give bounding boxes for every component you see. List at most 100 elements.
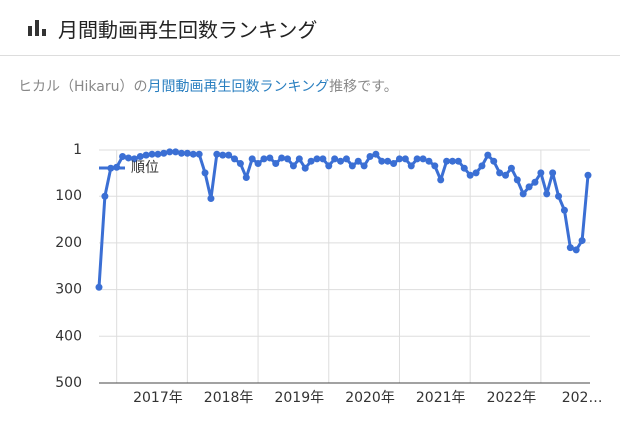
subtitle: ヒカル（Hikaru）の月間動画再生回数ランキング推移です。 bbox=[18, 76, 398, 96]
y-tick-label: 500 bbox=[55, 375, 82, 391]
legend-label: 順位 bbox=[131, 160, 159, 176]
point bbox=[372, 150, 380, 158]
point bbox=[289, 162, 297, 170]
point bbox=[472, 169, 480, 177]
point bbox=[195, 150, 203, 158]
point bbox=[448, 157, 456, 165]
x-tick-label: 2021年 bbox=[416, 390, 466, 406]
point bbox=[301, 164, 309, 172]
point bbox=[219, 151, 227, 159]
y-tick-label: 300 bbox=[55, 282, 82, 298]
y-tick-label: 100 bbox=[55, 188, 82, 204]
subtitle-text: ヒカル（Hikaru）の bbox=[18, 79, 148, 95]
subtitle-text: 推移です。 bbox=[329, 79, 398, 95]
point bbox=[366, 153, 374, 161]
point bbox=[443, 157, 451, 165]
point bbox=[172, 148, 180, 156]
point bbox=[313, 155, 321, 163]
y-tick-label: 200 bbox=[55, 235, 82, 251]
point bbox=[337, 157, 345, 165]
point bbox=[531, 178, 539, 186]
point bbox=[130, 155, 138, 163]
x-tick-label: 2017年 bbox=[133, 390, 183, 406]
point bbox=[254, 160, 262, 168]
point bbox=[183, 149, 191, 157]
x-tick-label: 2018年 bbox=[204, 390, 254, 406]
point bbox=[119, 153, 127, 161]
point bbox=[148, 150, 156, 158]
point bbox=[584, 171, 592, 179]
point bbox=[278, 154, 286, 162]
point bbox=[207, 195, 215, 203]
point bbox=[437, 176, 445, 184]
point bbox=[413, 155, 421, 163]
point bbox=[231, 155, 239, 163]
point bbox=[378, 157, 386, 165]
point bbox=[213, 150, 221, 158]
point bbox=[425, 157, 433, 165]
point bbox=[519, 190, 527, 198]
line bbox=[97, 150, 590, 288]
y-tick-label: 1 bbox=[73, 142, 82, 158]
point bbox=[307, 157, 315, 165]
point bbox=[460, 164, 468, 172]
point bbox=[284, 155, 292, 163]
point bbox=[260, 155, 268, 163]
x-tick-label: 2020年 bbox=[345, 390, 395, 406]
point bbox=[496, 169, 504, 177]
point bbox=[454, 157, 462, 165]
point bbox=[160, 149, 168, 157]
point bbox=[360, 162, 368, 170]
point bbox=[248, 155, 256, 163]
point bbox=[431, 162, 439, 170]
chart: 1 100 200 300 400 500 2017年 2018年 2019年 2020年 2021… bbox=[55, 142, 603, 406]
point bbox=[142, 151, 150, 159]
y-tick-label: 400 bbox=[55, 328, 82, 344]
point bbox=[407, 162, 415, 170]
point bbox=[578, 237, 586, 245]
header-title: 月間動画再生回数ランキング bbox=[58, 18, 318, 42]
point bbox=[242, 174, 250, 182]
point bbox=[266, 154, 274, 162]
point bbox=[478, 162, 486, 170]
point bbox=[384, 157, 392, 165]
point bbox=[95, 283, 103, 291]
point bbox=[101, 192, 109, 200]
point bbox=[543, 190, 551, 198]
point bbox=[401, 155, 409, 163]
point bbox=[390, 160, 398, 168]
point bbox=[189, 150, 197, 158]
point bbox=[419, 155, 427, 163]
point bbox=[136, 153, 144, 161]
point bbox=[395, 155, 403, 163]
point bbox=[272, 160, 280, 168]
point bbox=[572, 246, 580, 254]
point bbox=[525, 183, 533, 191]
point bbox=[537, 169, 545, 177]
point bbox=[466, 171, 474, 179]
x-tick-label: 202… bbox=[562, 390, 603, 406]
x-tick-label: 2022年 bbox=[487, 390, 537, 406]
point bbox=[549, 169, 557, 177]
point bbox=[555, 192, 563, 200]
point bbox=[124, 154, 132, 162]
point bbox=[502, 171, 510, 179]
point bbox=[354, 157, 362, 165]
point bbox=[484, 151, 492, 159]
point bbox=[295, 155, 303, 163]
point bbox=[331, 155, 339, 163]
header: 月間動画再生回数ランキング bbox=[0, 0, 620, 56]
point bbox=[348, 162, 356, 170]
point bbox=[319, 155, 327, 163]
point bbox=[513, 176, 521, 184]
point bbox=[236, 160, 244, 168]
point bbox=[177, 149, 185, 157]
point bbox=[490, 157, 498, 165]
subtitle-link[interactable]: 月間動画再生回数ランキング bbox=[147, 79, 330, 95]
point bbox=[201, 169, 209, 177]
point bbox=[225, 151, 233, 159]
x-tick-label: 2019年 bbox=[274, 390, 324, 406]
point bbox=[166, 148, 174, 156]
point bbox=[560, 206, 568, 214]
